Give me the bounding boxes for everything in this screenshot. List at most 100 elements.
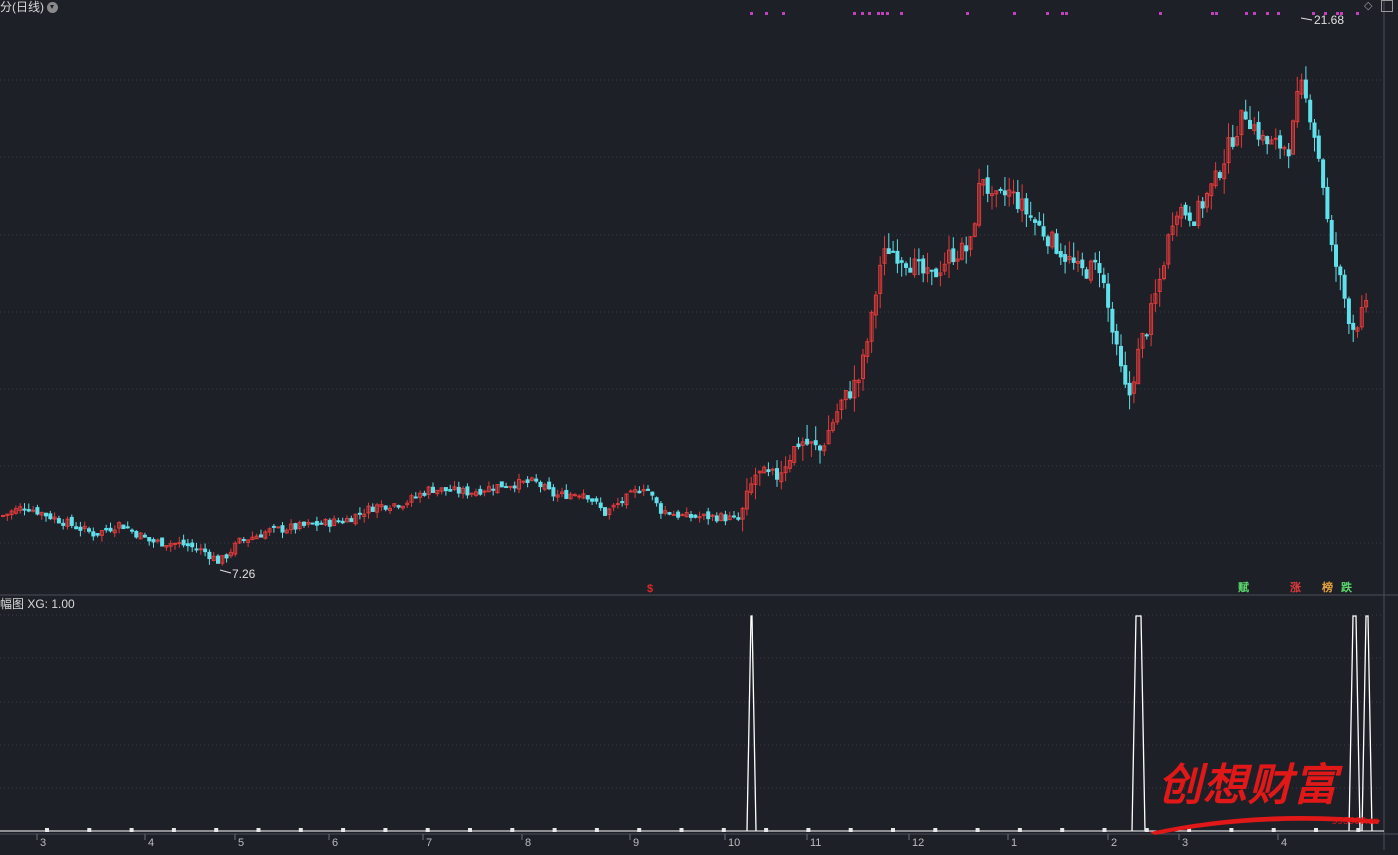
candle-body — [1101, 274, 1106, 284]
candle-body — [177, 542, 182, 545]
indicator-zero-marker — [1229, 828, 1234, 832]
candle-body — [203, 548, 208, 553]
zeng-marker: 赋 — [1238, 582, 1249, 594]
candle-body — [916, 259, 921, 262]
candle-body — [1076, 260, 1080, 264]
candle-body — [1252, 124, 1257, 131]
candle-body — [108, 527, 113, 532]
candle-body — [843, 390, 848, 401]
indicator-zero-marker — [1187, 828, 1192, 832]
candle-body — [856, 379, 861, 384]
candle-body — [1127, 382, 1132, 396]
candle-body — [925, 267, 930, 274]
candle-body — [1166, 234, 1171, 265]
candle-body — [525, 479, 530, 483]
candle-body — [1028, 215, 1033, 218]
candle-body — [431, 486, 435, 493]
candle-body — [861, 354, 865, 380]
candle-body — [620, 501, 625, 504]
candle-body — [710, 514, 715, 517]
candle-body — [280, 525, 285, 533]
signal-dot — [868, 12, 871, 15]
candle-body — [56, 518, 61, 524]
candle-body — [512, 485, 517, 489]
candle-body — [241, 539, 246, 542]
candle-body — [603, 507, 607, 516]
candle-body — [818, 445, 822, 451]
candle-body — [1174, 215, 1179, 225]
indicator-zero-marker — [975, 828, 980, 832]
die-marker: 跌 — [1341, 582, 1352, 594]
candle-body — [663, 510, 668, 514]
indicator-zero-marker — [383, 828, 388, 832]
candle-body — [977, 183, 982, 226]
x-axis-month-label: 2 — [1111, 837, 1118, 849]
candle-body — [1235, 135, 1240, 146]
candle-body — [486, 486, 491, 493]
signal-dot — [1211, 12, 1214, 15]
candle-body — [1144, 334, 1149, 337]
candle-body — [340, 520, 345, 524]
candle-body — [469, 492, 474, 495]
candle-body — [568, 493, 573, 500]
candle-body — [448, 489, 453, 492]
indicator-spike-feb — [1131, 615, 1146, 832]
x-axis-month-label: 10 — [728, 837, 741, 849]
signal-dot — [1245, 12, 1248, 15]
candle-body — [1187, 212, 1192, 221]
candle-body — [968, 236, 973, 250]
candle-body — [138, 532, 143, 540]
candle-body — [323, 519, 328, 526]
candle-body — [1011, 191, 1016, 194]
candle-body — [551, 487, 556, 497]
window-icon[interactable] — [1381, 0, 1393, 12]
low-pointer — [219, 569, 232, 574]
signal-dot — [1356, 12, 1359, 15]
candle-body — [998, 188, 1003, 191]
candle-body — [1273, 137, 1278, 140]
candle-body — [783, 466, 788, 474]
diamond-icon[interactable]: ◇ — [1364, 0, 1373, 12]
candle-body — [899, 260, 904, 263]
candle-body — [1222, 163, 1227, 180]
candle-body — [147, 537, 152, 542]
indicator-zero-marker — [45, 828, 49, 832]
candle-body — [61, 522, 66, 526]
signal-dot — [900, 12, 903, 15]
candle-body — [435, 489, 440, 495]
candle-body — [1325, 186, 1330, 220]
candle-body — [813, 440, 818, 446]
candle-body — [366, 505, 371, 514]
candle-body — [1346, 298, 1351, 325]
candle-body — [396, 505, 401, 508]
candle-body — [13, 508, 18, 514]
candle-body — [345, 517, 349, 523]
watermark-text: 创想财富 — [1158, 760, 1338, 811]
candle-body — [168, 543, 173, 547]
candle-body — [615, 503, 620, 506]
signal-dot — [1215, 12, 1218, 15]
x-axis-month-label: 12 — [912, 837, 925, 849]
candle-body — [955, 258, 960, 262]
indicator-spike-oct — [746, 615, 757, 832]
high-price-value: 21.68 — [1314, 13, 1345, 27]
chevron-down-icon[interactable] — [47, 2, 58, 14]
indicator-zero-marker — [87, 828, 92, 832]
signal-dot — [1046, 12, 1049, 15]
candle-body — [491, 488, 496, 491]
candle-body — [572, 494, 577, 497]
watermark-swoosh — [1150, 816, 1380, 835]
candle-body — [1209, 183, 1214, 197]
candle-body — [521, 480, 526, 483]
candle-body — [1200, 201, 1205, 209]
candle-body — [405, 502, 410, 506]
candle-body — [349, 518, 354, 523]
candle-body — [1071, 257, 1076, 263]
candle-body — [1248, 119, 1252, 130]
indicator-zero-marker — [214, 828, 219, 832]
candle-body — [873, 294, 878, 316]
indicator-title: 幅图 XG: 1.00 — [0, 597, 75, 611]
candle-body — [194, 548, 199, 551]
candle-body — [388, 507, 392, 511]
candle-body — [155, 539, 160, 542]
